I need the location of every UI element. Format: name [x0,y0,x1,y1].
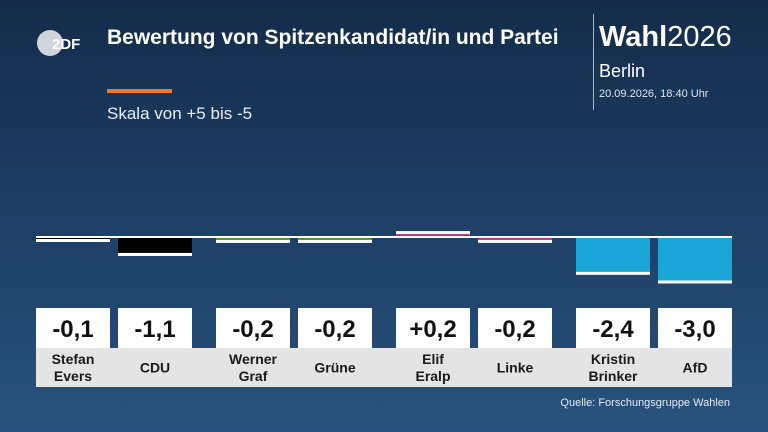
zdf-logo-circle [37,30,63,56]
value-label: -3,0 [674,316,715,343]
bar-cap [298,239,372,243]
category-label: AfD [683,360,708,376]
bar-cap [396,231,470,235]
category-label: Stefan [52,351,95,367]
bar [216,237,290,240]
zero-line [36,236,732,238]
bar-cap [36,239,110,242]
chart-subtitle: Skala von +5 bis -5 [107,104,253,123]
value-label: -0,1 [52,316,93,343]
value-label: -2,4 [592,316,634,343]
bar-cap [118,252,192,256]
bar [396,234,470,237]
category-label: CDU [140,360,170,376]
brand-region: Berlin [599,61,646,81]
category-label: Linke [497,360,534,376]
category-label-band [36,348,732,387]
chart-title: Bewertung von Spitzenkandidat/in und Par… [107,26,559,49]
brand-date: 20.09.2026, 18:40 Uhr [599,88,709,100]
brand-title-year: 2026 [667,21,732,53]
brand-title-bold: Wahl [599,21,668,53]
category-label: Graf [239,368,268,384]
source-note: Quelle: Forschungsgruppe Wahlen [560,397,730,409]
value-label: -1,1 [134,316,175,343]
title-accent-rule [107,89,172,93]
category-label: Eralp [415,368,450,384]
value-label: -0,2 [232,316,273,343]
bar-cap [576,271,650,275]
value-label: -0,2 [314,316,355,343]
bar [576,237,650,272]
bar [298,237,372,240]
category-label: Grüne [314,360,355,376]
bar-cap [216,239,290,243]
value-label: -0,2 [494,316,535,343]
zdf-logo: 2DF [37,30,80,56]
value-box [576,308,650,348]
bar [478,237,552,240]
brand-divider [593,14,594,110]
brand-title: Wahl2026 [599,20,732,54]
value-box [118,308,192,348]
category-label: Evers [54,368,92,384]
value-box [478,308,552,348]
value-box [216,308,290,348]
category-label: Brinker [588,368,638,384]
zdf-logo-text: 2DF [52,36,80,53]
bar-cap [478,239,552,243]
bar [658,237,732,281]
value-label: +0,2 [409,316,456,343]
category-label: Kristin [591,351,635,367]
value-box [658,308,732,348]
category-label: Elif [422,351,444,367]
bar-cap [658,280,732,284]
value-box [396,308,470,348]
category-label: Werner [229,351,278,367]
value-box [298,308,372,348]
value-box [36,308,110,348]
bar [118,237,192,253]
